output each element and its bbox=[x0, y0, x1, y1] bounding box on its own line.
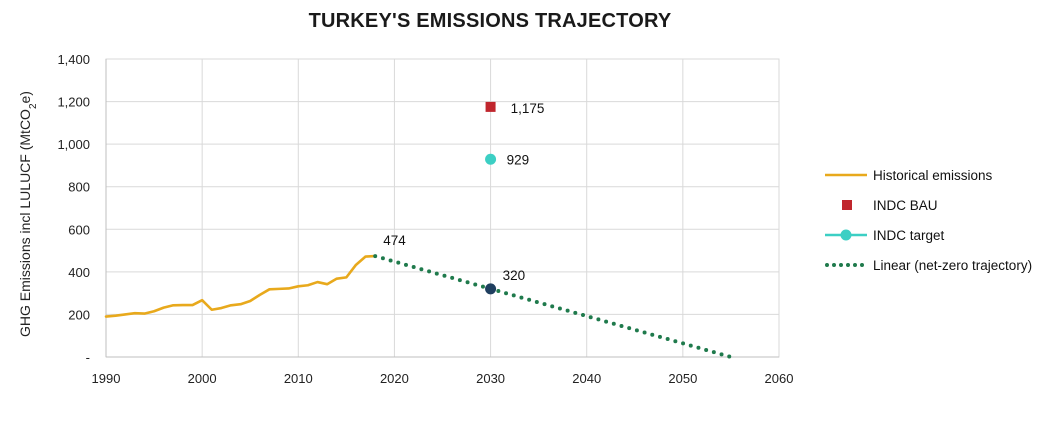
data-label: 474 bbox=[383, 233, 406, 248]
x-tick-label: 2050 bbox=[668, 371, 697, 386]
data-label: 929 bbox=[507, 152, 530, 167]
legend-label: Historical emissions bbox=[873, 168, 993, 183]
x-tick-label: 2030 bbox=[476, 371, 505, 386]
legend-swatch-indc-target-dot bbox=[840, 229, 852, 241]
net-zero-trajectory-line bbox=[373, 254, 733, 359]
legend-label: Linear (net-zero trajectory) bbox=[873, 258, 1032, 273]
y-tick-label: 200 bbox=[68, 307, 90, 322]
x-tick-label: 2020 bbox=[380, 371, 409, 386]
legend-label: INDC target bbox=[873, 228, 945, 243]
y-tick-label: 400 bbox=[68, 265, 90, 280]
y-tick-label: 1,400 bbox=[57, 52, 90, 67]
historical-emissions-line bbox=[104, 254, 377, 318]
y-axis-label: GHG Emissions incl LULUCF (MtCO2e) bbox=[17, 91, 39, 337]
y-tick-label: 600 bbox=[68, 222, 90, 237]
x-tick-label: 2000 bbox=[188, 371, 217, 386]
x-tick-label: 2060 bbox=[765, 371, 794, 386]
legend-swatch-indc-bau bbox=[842, 200, 852, 210]
x-tick-label: 2040 bbox=[572, 371, 601, 386]
legend-label: INDC BAU bbox=[873, 198, 938, 213]
legend-item: Linear (net-zero trajectory) bbox=[825, 258, 1032, 273]
indc-bau-point bbox=[485, 101, 496, 112]
x-tick-label: 1990 bbox=[92, 371, 121, 386]
y-tick-label: 1,200 bbox=[57, 95, 90, 110]
legend-item: Historical emissions bbox=[825, 168, 993, 183]
indc-target-point bbox=[485, 153, 497, 165]
plot-area-frame bbox=[105, 58, 780, 358]
data-label: 1,175 bbox=[511, 101, 545, 116]
legend-item: INDC BAU bbox=[842, 198, 938, 213]
x-tick-label: 2010 bbox=[284, 371, 313, 386]
data-label: 320 bbox=[503, 268, 526, 283]
y-tick-label: 800 bbox=[68, 180, 90, 195]
chart-title: TURKEY'S EMISSIONS TRAJECTORY bbox=[308, 10, 672, 32]
trajectory-2030-point bbox=[485, 283, 497, 295]
y-tick-label: 1,000 bbox=[57, 137, 90, 152]
y-tick-label: - bbox=[86, 350, 90, 365]
legend-item: INDC target bbox=[825, 228, 945, 243]
